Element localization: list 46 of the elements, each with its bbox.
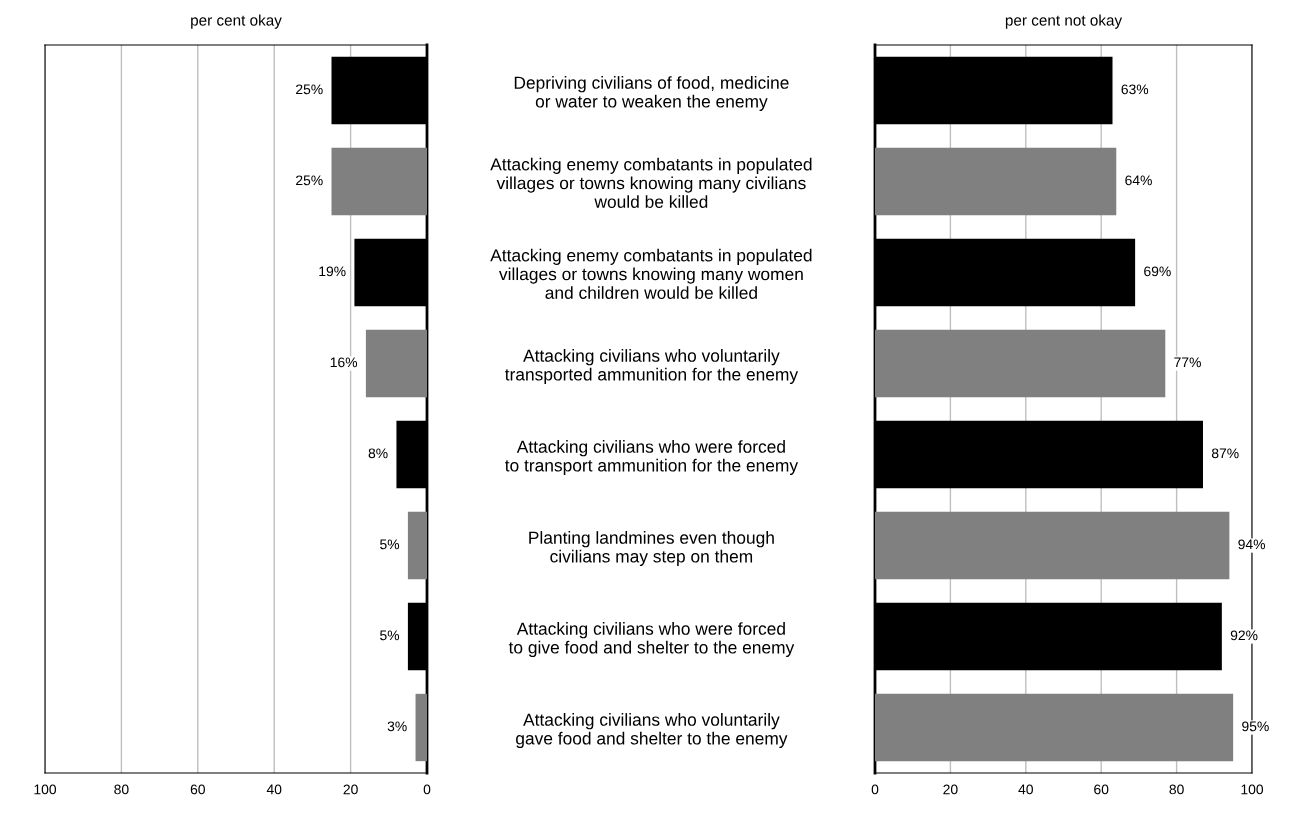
bar bbox=[415, 693, 427, 762]
y-tick-label: Attacking civilians who voluntarily gave food and shelter to the enemy bbox=[516, 713, 788, 748]
data-label: 3% bbox=[387, 721, 407, 732]
data-label: 5% bbox=[380, 630, 400, 641]
x-tick-label: 100 bbox=[1241, 784, 1264, 795]
bar bbox=[407, 511, 427, 580]
y-tick-label: Planting landmines even though civilians may step on them bbox=[529, 531, 774, 566]
x-tick-label: 0 bbox=[871, 784, 879, 795]
y-tick-label: Attacking civilians who were forced to transport ammunition for the enemy bbox=[504, 440, 799, 475]
y-tick-label: Attacking enemy combatants in populated villages or towns knowing many women and children would be killed bbox=[490, 248, 812, 299]
data-label: 5% bbox=[380, 539, 400, 550]
x-tick-label: 100 bbox=[34, 784, 57, 795]
data-label: 64% bbox=[1125, 175, 1152, 186]
x-tick-label: 80 bbox=[1169, 784, 1184, 795]
x-tick-label: 0 bbox=[423, 784, 431, 795]
bar bbox=[875, 147, 1117, 216]
data-label: 69% bbox=[1144, 266, 1171, 277]
data-label: 19% bbox=[319, 266, 346, 277]
data-label: 92% bbox=[1230, 630, 1258, 641]
data-label: 77% bbox=[1174, 357, 1201, 368]
data-label: 8% bbox=[368, 448, 388, 459]
data-label: 87% bbox=[1211, 448, 1239, 459]
y-tick-label: Depriving civilians of food, medicine or water to weaken the enemy bbox=[514, 76, 789, 111]
x-tick-label: 20 bbox=[943, 784, 958, 795]
y-tick-label: Attacking enemy combatants in populated villages or towns knowing many civilians would be killed bbox=[490, 157, 812, 208]
y-tick-label: Attacking civilians who were forced to give food and shelter to the enemy bbox=[508, 622, 795, 657]
data-label: 16% bbox=[330, 357, 358, 368]
x-tick-label: 20 bbox=[343, 784, 358, 795]
data-label: 95% bbox=[1242, 721, 1269, 732]
y-tick-label: Attacking civilians who voluntarily transported ammunition for the enemy bbox=[504, 349, 799, 384]
bar bbox=[331, 147, 427, 216]
chart-title: per cent okay bbox=[191, 14, 282, 29]
data-label: 63% bbox=[1121, 84, 1149, 95]
bar bbox=[365, 329, 427, 398]
data-label: 25% bbox=[296, 84, 323, 95]
x-tick-label: 40 bbox=[1018, 784, 1033, 795]
chart-title: per cent not okay bbox=[1005, 14, 1123, 29]
x-tick-label: 60 bbox=[190, 784, 205, 795]
bar bbox=[875, 693, 1234, 762]
bar bbox=[875, 511, 1230, 580]
bar bbox=[875, 329, 1166, 398]
x-tick-label: 60 bbox=[1094, 784, 1109, 795]
data-label: 25% bbox=[296, 175, 323, 186]
x-tick-label: 40 bbox=[266, 784, 282, 795]
x-tick-label: 80 bbox=[114, 784, 129, 795]
data-label: 94% bbox=[1238, 539, 1266, 550]
